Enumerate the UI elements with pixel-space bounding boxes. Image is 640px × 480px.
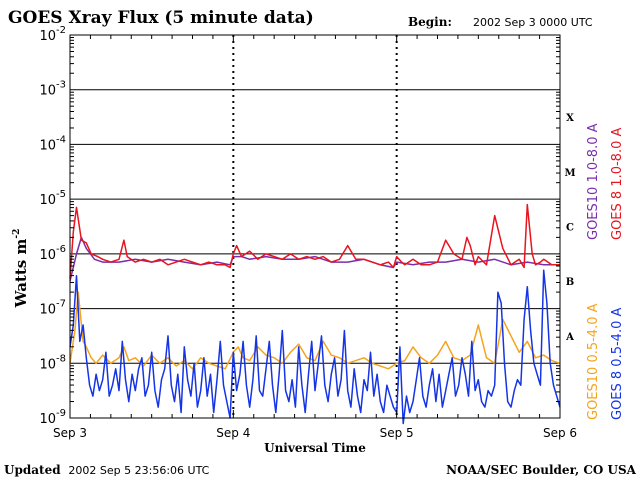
y-tick-label: 10-6 (39, 244, 66, 263)
chart-title: GOES Xray Flux (5 minute data) (8, 8, 314, 28)
y-tick-label: 10-2 (39, 25, 66, 44)
y-tick-base: 10 (39, 303, 56, 318)
y-tick-exp: -2 (56, 25, 66, 36)
y-tick-exp: -6 (56, 244, 66, 255)
y-tick-label: 10-8 (39, 353, 66, 372)
x-tick-label: Sep 4 (216, 426, 250, 440)
legend-goes8-short: GOES 8 0.5-4.0 A (610, 308, 625, 420)
y-tick-label: 10-9 (39, 408, 66, 427)
y-tick-exp: -4 (56, 134, 66, 145)
y-tick-base: 10 (39, 84, 56, 99)
flare-class-label: A (565, 332, 574, 343)
flare-class-label: M (564, 168, 575, 179)
y-tick-exp: -7 (56, 299, 66, 310)
series-line (69, 291, 561, 370)
y-tick-label: 10-7 (39, 299, 66, 318)
y-tick-base: 10 (39, 193, 56, 208)
legend: GOES10 1.0-8.0 A GOES 8 1.0-8.0 A GOES10… (586, 123, 625, 420)
x-tick-label: Sep 6 (543, 426, 577, 440)
y-tick-base: 10 (39, 248, 56, 263)
begin-label: Begin: (408, 15, 452, 29)
y-axis-label: Watts m-2 (12, 229, 30, 309)
series-line (69, 203, 560, 279)
footer-updated-label: Updated (4, 463, 61, 477)
y-tick-label: 10-4 (39, 134, 66, 153)
y-tick-base: 10 (39, 29, 56, 44)
series-line (69, 269, 561, 425)
x-tick-label: Sep 3 (53, 426, 87, 440)
y-tick-label: 10-3 (39, 80, 66, 99)
footer-updated: Updated 2002 Sep 5 23:56:06 UTC (4, 463, 210, 477)
y-tick-exp: -9 (56, 408, 66, 419)
y-tick-exp: -8 (56, 353, 66, 364)
x-tick-label: Sep 5 (380, 426, 414, 440)
flare-class-label: X (566, 113, 574, 124)
y-axis-label-text: Watts m (12, 239, 30, 309)
y-axis-label-exp: -2 (12, 229, 22, 239)
y-tick-exp: -3 (56, 80, 66, 91)
flare-class-label: B (566, 277, 574, 288)
y-tick-base: 10 (39, 138, 56, 153)
y-tick-exp: -5 (56, 189, 66, 200)
footer-source: NOAA/SEC Boulder, CO USA (446, 463, 637, 477)
x-axis-label: Universal Time (264, 441, 366, 455)
flare-class-label: C (566, 223, 574, 234)
begin-value: 2002 Sep 3 0000 UTC (473, 16, 593, 29)
legend-goes10-long: GOES10 1.0-8.0 A (586, 123, 601, 240)
y-tick-label: 10-5 (39, 189, 66, 208)
footer-updated-value: 2002 Sep 5 23:56:06 UTC (68, 464, 209, 477)
y-tick-base: 10 (39, 412, 56, 427)
svg-text:Watts m-2: Watts m-2 (12, 229, 30, 309)
y-tick-base: 10 (39, 357, 56, 372)
legend-goes10-short: GOES10 0.5-4.0 A (586, 303, 601, 420)
legend-goes8-long: GOES 8 1.0-8.0 A (610, 128, 625, 240)
